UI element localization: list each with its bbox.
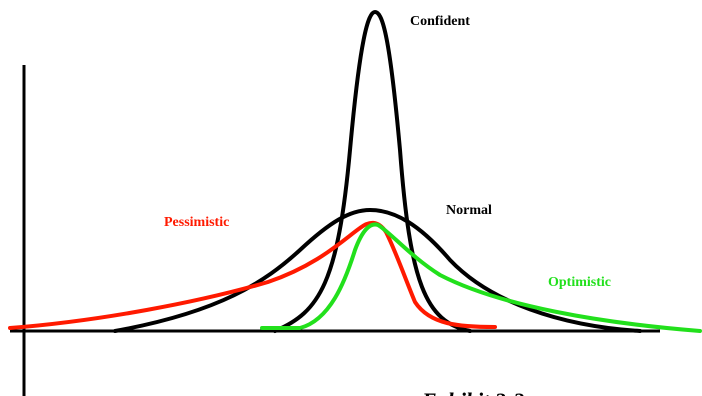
confident-curve	[273, 10, 472, 333]
pessimistic-label: Pessimistic	[164, 215, 229, 230]
pessimistic-curve	[8, 220, 497, 330]
confident-label: Confident	[410, 14, 470, 29]
optimistic-curve	[260, 222, 702, 333]
caption: Exhibit 3-2	[421, 388, 524, 396]
optimistic-label: Optimistic	[548, 275, 611, 290]
normal-label: Normal	[446, 203, 492, 218]
